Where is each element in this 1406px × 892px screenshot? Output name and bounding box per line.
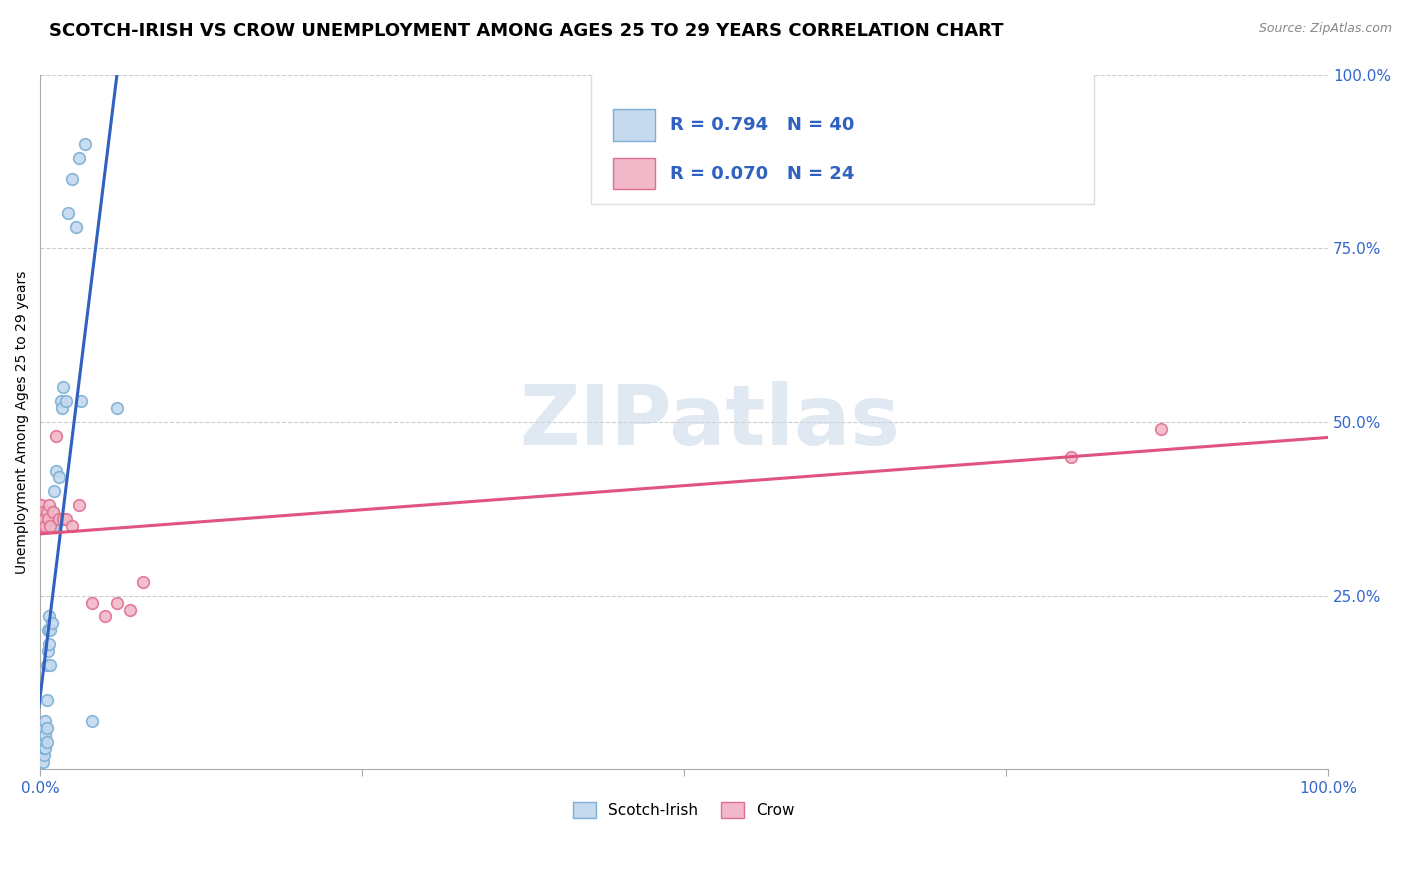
Point xyxy=(38,609,60,624)
Point xyxy=(35,505,58,519)
Text: ZIPatlas: ZIPatlas xyxy=(519,382,900,462)
Point xyxy=(37,624,59,638)
Bar xyxy=(613,109,655,141)
Point xyxy=(37,644,59,658)
Point xyxy=(34,741,56,756)
Point xyxy=(80,714,103,728)
Text: Source: ZipAtlas.com: Source: ZipAtlas.com xyxy=(1258,22,1392,36)
Point xyxy=(32,741,55,756)
Point xyxy=(70,394,93,409)
Point xyxy=(1059,450,1081,464)
Point xyxy=(60,519,83,533)
Point xyxy=(32,748,55,763)
Point xyxy=(120,602,142,616)
Point xyxy=(45,464,67,478)
Point xyxy=(42,505,65,519)
Point xyxy=(32,721,55,735)
Point xyxy=(105,596,128,610)
Point xyxy=(35,721,58,735)
Y-axis label: Unemployment Among Ages 25 to 29 years: Unemployment Among Ages 25 to 29 years xyxy=(15,270,30,574)
Bar xyxy=(613,158,655,189)
Point xyxy=(31,734,53,748)
Legend: Scotch-Irish, Crow: Scotch-Irish, Crow xyxy=(567,796,801,824)
Point xyxy=(58,206,80,220)
FancyBboxPatch shape xyxy=(592,69,1094,204)
Point xyxy=(31,756,53,770)
Point xyxy=(39,519,62,533)
Point xyxy=(75,136,97,151)
Point xyxy=(55,512,77,526)
Point xyxy=(35,658,58,673)
Point xyxy=(31,728,53,742)
Point xyxy=(132,574,155,589)
Point xyxy=(34,519,56,533)
Point xyxy=(31,519,53,533)
Point xyxy=(51,401,73,415)
Point xyxy=(38,498,60,512)
Point xyxy=(48,470,70,484)
Point xyxy=(45,512,67,526)
Point xyxy=(48,512,70,526)
Point xyxy=(30,498,52,512)
Point xyxy=(41,616,63,631)
Point xyxy=(39,624,62,638)
Point xyxy=(39,658,62,673)
Point xyxy=(31,505,53,519)
Point xyxy=(67,151,90,165)
Point xyxy=(60,171,83,186)
Point xyxy=(35,734,58,748)
Point xyxy=(49,394,72,409)
Point xyxy=(1150,422,1173,436)
Point xyxy=(44,484,66,499)
Point xyxy=(38,637,60,651)
Point xyxy=(35,693,58,707)
Point xyxy=(37,512,59,526)
Text: R = 0.794   N = 40: R = 0.794 N = 40 xyxy=(669,116,855,134)
Point xyxy=(80,596,103,610)
Point xyxy=(32,512,55,526)
Point xyxy=(34,714,56,728)
Point xyxy=(30,741,52,756)
Point xyxy=(42,519,65,533)
Point xyxy=(105,401,128,415)
Point xyxy=(42,505,65,519)
Point xyxy=(55,394,77,409)
Point xyxy=(34,728,56,742)
Point xyxy=(93,609,115,624)
Point xyxy=(52,512,75,526)
Text: R = 0.070   N = 24: R = 0.070 N = 24 xyxy=(669,164,855,183)
Point xyxy=(30,512,52,526)
Point xyxy=(67,498,90,512)
Point xyxy=(30,748,52,763)
Point xyxy=(45,429,67,443)
Point xyxy=(52,380,75,394)
Text: SCOTCH-IRISH VS CROW UNEMPLOYMENT AMONG AGES 25 TO 29 YEARS CORRELATION CHART: SCOTCH-IRISH VS CROW UNEMPLOYMENT AMONG … xyxy=(49,22,1004,40)
Point xyxy=(65,220,87,235)
